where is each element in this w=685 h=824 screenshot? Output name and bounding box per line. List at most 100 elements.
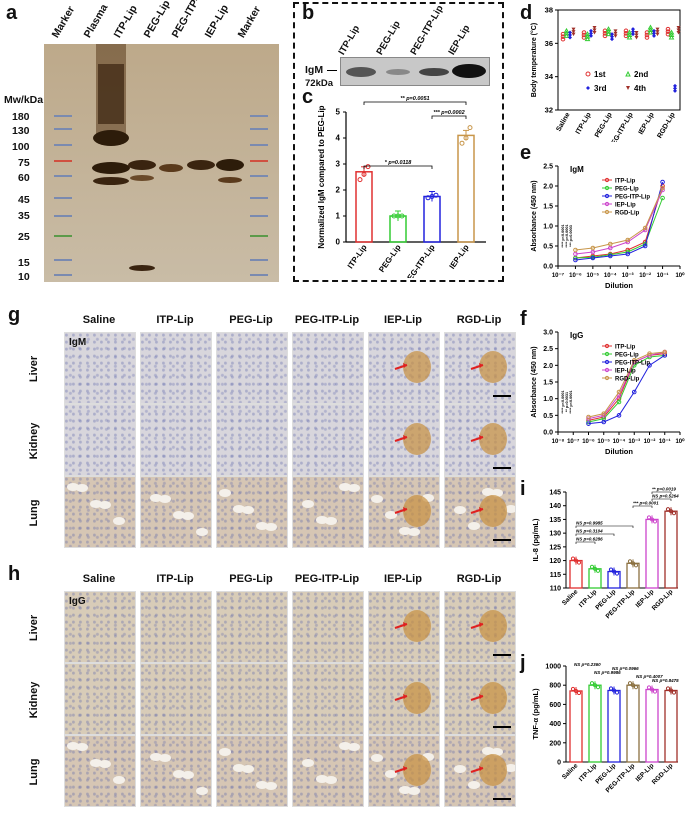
x-tick-label: 10⁻³ bbox=[622, 272, 634, 279]
mw-tick: 45 bbox=[18, 194, 30, 206]
histology-tile bbox=[216, 591, 288, 663]
y-tick-label: 120 bbox=[549, 558, 561, 565]
legend-label: RGD-Lip bbox=[615, 211, 640, 217]
chart-title: IgM bbox=[570, 165, 584, 174]
data-point bbox=[647, 351, 652, 356]
data-point bbox=[665, 29, 671, 34]
histology-tile bbox=[444, 404, 516, 476]
scale-bar bbox=[493, 654, 511, 656]
mw-tick: 15 bbox=[18, 257, 30, 269]
alveolus bbox=[468, 781, 480, 789]
mw-tick: 75 bbox=[18, 157, 30, 169]
y-tick-label: 400 bbox=[549, 721, 561, 728]
gel-image bbox=[44, 44, 279, 282]
alveolus bbox=[159, 495, 171, 503]
western-blot bbox=[340, 57, 490, 86]
data-point bbox=[589, 564, 595, 569]
y-tick-label: 0.0 bbox=[543, 430, 553, 437]
alveolus bbox=[90, 759, 102, 767]
sig-bracket bbox=[363, 165, 433, 169]
column-header: PEG-Lip bbox=[229, 314, 273, 326]
x-tick-label: IEP-Lip bbox=[447, 243, 470, 271]
y-tick-label: 130 bbox=[549, 531, 561, 538]
x-tick-label: Saline bbox=[555, 111, 571, 132]
data-point bbox=[614, 571, 620, 576]
data-point bbox=[592, 566, 598, 571]
legend-marker bbox=[604, 359, 610, 365]
y-tick-label: 2.5 bbox=[543, 164, 553, 171]
data-point bbox=[613, 34, 618, 38]
alveolus bbox=[316, 516, 328, 524]
alveolus bbox=[90, 500, 102, 508]
y-tick-label: 36 bbox=[545, 39, 553, 48]
alveolus bbox=[339, 742, 351, 750]
sig-label: **** p<0.0001 bbox=[569, 390, 573, 413]
legend-marker bbox=[604, 367, 610, 373]
data-point bbox=[673, 83, 677, 88]
histology-tile bbox=[292, 404, 364, 476]
arrow-head bbox=[403, 694, 407, 699]
stained-region bbox=[403, 351, 431, 383]
scale-bar bbox=[493, 726, 511, 728]
histology-tile: IgM bbox=[64, 332, 136, 404]
stained-region bbox=[479, 682, 507, 714]
data-point bbox=[595, 568, 601, 573]
histology-tile bbox=[292, 663, 364, 735]
y-tick-label: 135 bbox=[549, 517, 561, 524]
data-point bbox=[647, 363, 652, 368]
bar bbox=[664, 689, 678, 763]
histology-tile bbox=[368, 735, 440, 807]
data-point bbox=[595, 685, 601, 690]
arrow-head bbox=[479, 622, 483, 627]
histology-tile bbox=[64, 663, 136, 735]
histology-tile bbox=[216, 404, 288, 476]
chart-e: IgM 0.0 0.5 1.0 1.5 2.0 2.5 10⁻⁷ 10⁻⁶ 10⁻⁵ 10⁻⁴ 10⁻… bbox=[531, 164, 685, 291]
data-point bbox=[573, 688, 579, 694]
data-point bbox=[647, 24, 654, 30]
legend-label: PEG-ITP-Lip bbox=[615, 361, 650, 367]
y-tick-label: 0 bbox=[336, 238, 341, 247]
data-point bbox=[584, 36, 591, 42]
sig-label: **** p<0.0001 bbox=[561, 390, 565, 413]
x-tick-label: 10⁻⁴ bbox=[613, 439, 626, 445]
x-axis-label: Dilution bbox=[605, 281, 633, 290]
legend-marker bbox=[604, 201, 610, 207]
x-tick-label: ITP-Lip bbox=[346, 243, 369, 270]
band-label: IgM bbox=[305, 64, 324, 76]
sig-label: NS p=0.0966 bbox=[612, 666, 639, 671]
sig-label: **** p<0.0001 bbox=[565, 224, 569, 247]
alveolus bbox=[196, 787, 208, 795]
column-header: IEP-Lip bbox=[384, 573, 422, 585]
y-tick-label: 200 bbox=[549, 740, 561, 747]
histology-tile bbox=[216, 735, 288, 807]
bar bbox=[607, 689, 621, 763]
alveolus bbox=[150, 494, 162, 502]
alveolus bbox=[219, 748, 231, 756]
data-point bbox=[616, 413, 622, 418]
alveolus bbox=[302, 759, 314, 767]
data-point bbox=[625, 237, 631, 243]
y-tick-label: 0.0 bbox=[543, 264, 553, 271]
histology-tile bbox=[216, 332, 288, 404]
column-header: ITP-Lip bbox=[156, 314, 194, 326]
legend-label: 1st bbox=[594, 70, 606, 79]
histology-tile bbox=[368, 591, 440, 663]
y-tick-label: 1 bbox=[336, 212, 341, 221]
sig-label: ** p=0.0051 bbox=[400, 96, 429, 102]
histology-tile: IgG bbox=[64, 591, 136, 663]
histology-tile bbox=[140, 663, 212, 735]
histology-tile bbox=[64, 404, 136, 476]
alveolus bbox=[348, 743, 360, 751]
legend-marker bbox=[604, 209, 610, 215]
data-point bbox=[626, 29, 633, 35]
bar bbox=[569, 559, 583, 589]
data-point bbox=[584, 31, 591, 37]
sig-bracket bbox=[575, 533, 615, 536]
data-point bbox=[652, 28, 656, 33]
alveolus bbox=[256, 522, 268, 530]
alveolus bbox=[113, 517, 125, 525]
arrow-head bbox=[403, 766, 407, 771]
alveolus bbox=[76, 743, 88, 751]
alveolus bbox=[468, 522, 480, 530]
panel-label-h: h bbox=[8, 563, 21, 585]
